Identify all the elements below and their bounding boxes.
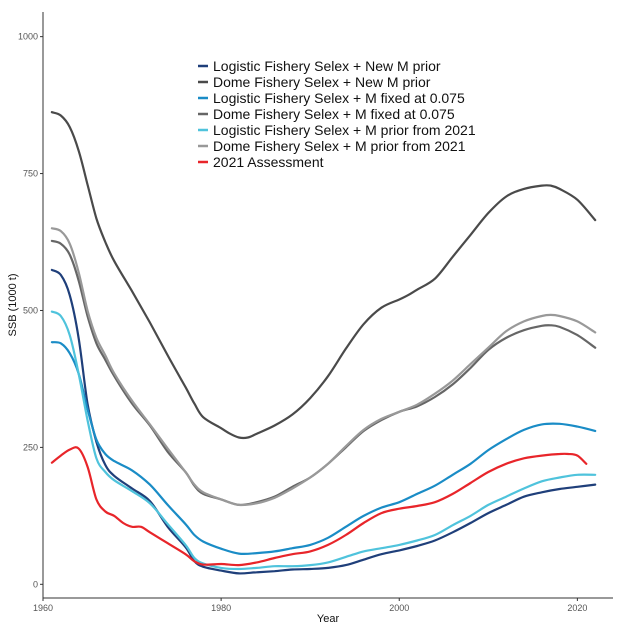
legend: Logistic Fishery Selex + New M priorDome…	[198, 58, 476, 170]
legend-label-4: Dome Fishery Selex + M fixed at 0.075	[213, 106, 455, 122]
legend-label-1: Logistic Fishery Selex + New M prior	[213, 58, 441, 74]
x-tick-label: 1960	[33, 603, 53, 613]
series-layer	[50, 111, 597, 575]
legend-label-5: Logistic Fishery Selex + M prior from 20…	[213, 122, 476, 138]
legend-label-3: Logistic Fishery Selex + M fixed at 0.07…	[213, 90, 465, 106]
y-tick-label: 250	[23, 442, 38, 452]
x-tick-label: 2000	[389, 603, 409, 613]
legend-label-7: 2021 Assessment	[213, 154, 324, 170]
axes	[42, 12, 613, 599]
x-tick-label: 1980	[211, 603, 231, 613]
series-line-1	[50, 268, 597, 575]
legend-label-2: Dome Fishery Selex + New M prior	[213, 74, 431, 90]
series-line-4	[50, 239, 597, 507]
y-tick-label: 750	[23, 169, 38, 179]
y-tick-label: 1000	[18, 32, 38, 42]
x-axis-title: Year	[317, 613, 340, 625]
y-tick-label: 0	[33, 579, 38, 589]
legend-label-6: Dome Fishery Selex + M prior from 2021	[213, 138, 466, 154]
series-line-7	[50, 446, 588, 567]
y-axis-title: SSB (1000 t)	[7, 274, 19, 337]
series-line-6	[50, 227, 597, 507]
series-line-2	[50, 111, 597, 440]
y-tick-label: 500	[23, 305, 38, 315]
series-line-5	[50, 310, 597, 571]
series-line-3	[50, 341, 597, 556]
x-tick-label: 2020	[567, 603, 587, 613]
ticks: 0 250 500 750 1000 1960 1980 2000 2020	[18, 32, 587, 613]
